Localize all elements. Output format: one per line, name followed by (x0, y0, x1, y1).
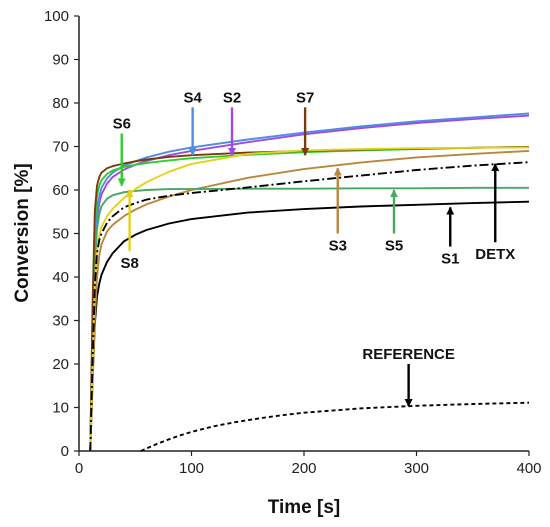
label-s4: S4 (183, 89, 202, 106)
label-s1: S1 (441, 251, 459, 268)
series-line-s1 (89, 200, 530, 452)
series-line-s8 (89, 146, 530, 452)
x-axis-title: Time [s] (268, 497, 341, 518)
y-tick-label: 40 (52, 269, 69, 286)
series-line-s7 (89, 145, 530, 452)
y-tick-label: 80 (52, 95, 69, 112)
y-tick-label: 20 (52, 356, 69, 373)
y-tick-label: 100 (44, 8, 69, 25)
y-tick-label: 60 (52, 182, 69, 199)
x-tick-label: 100 (179, 460, 204, 477)
ticks: 0 10 20 30 40 50 60 70 80 90 100 0 100 200 300 400 (44, 8, 542, 477)
label-reference: REFERENCE (362, 346, 455, 363)
label-s3: S3 (329, 238, 347, 255)
label-s2: S2 (223, 89, 241, 106)
axes (78, 16, 529, 452)
series-line-reference (140, 401, 530, 452)
series-line-s6 (89, 145, 530, 452)
label-s7: S7 (296, 89, 314, 106)
x-tick-label: 400 (516, 460, 541, 477)
y-tick-label: 10 (52, 400, 69, 417)
y-tick-label: 0 (61, 443, 69, 460)
x-tick-label: 200 (291, 460, 316, 477)
label-detx: DETX (475, 246, 515, 263)
x-tick-label: 300 (404, 460, 429, 477)
label-s5: S5 (385, 238, 403, 255)
annotations: S6 S4 S2 S7 S8 S3 S5 S1 DETX REFERENCE (113, 89, 515, 407)
label-s8: S8 (120, 255, 138, 272)
series-lines (89, 112, 530, 452)
label-s6: S6 (113, 115, 131, 132)
series-line-detx (89, 161, 530, 452)
y-axis-title: Conversion [%] (12, 163, 33, 302)
y-tick-label: 70 (52, 139, 69, 156)
series-line-s5 (89, 186, 529, 452)
y-tick-label: 30 (52, 313, 69, 330)
y-tick-label: 50 (52, 226, 69, 243)
y-tick-label: 90 (52, 52, 69, 69)
x-tick-label: 0 (75, 460, 83, 477)
series-line-s4 (89, 112, 530, 452)
series-line-s3 (89, 149, 530, 452)
